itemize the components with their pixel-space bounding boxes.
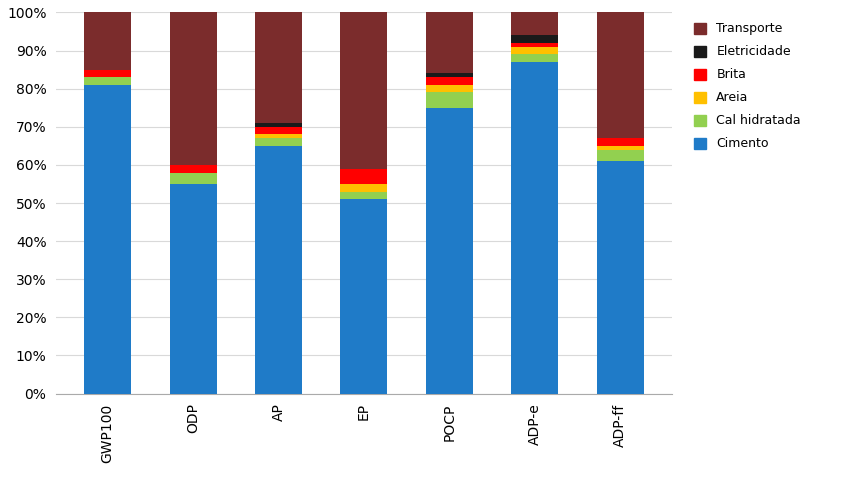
Bar: [426, 12, 473, 73]
Bar: [170, 165, 216, 172]
Bar: [170, 172, 216, 184]
Bar: [340, 184, 387, 192]
Bar: [340, 199, 387, 394]
Bar: [84, 70, 131, 77]
Bar: [426, 77, 473, 85]
Bar: [426, 108, 473, 394]
Bar: [511, 62, 558, 394]
Bar: [597, 138, 644, 146]
Bar: [511, 12, 558, 36]
Bar: [84, 85, 131, 394]
Bar: [511, 54, 558, 62]
Bar: [511, 36, 558, 43]
Bar: [340, 168, 387, 184]
Bar: [84, 12, 131, 70]
Bar: [255, 127, 302, 134]
Bar: [255, 123, 302, 127]
Bar: [511, 43, 558, 47]
Bar: [255, 134, 302, 138]
Bar: [170, 184, 216, 394]
Bar: [597, 150, 644, 161]
Bar: [597, 12, 644, 138]
Bar: [597, 146, 644, 150]
Bar: [511, 47, 558, 54]
Bar: [340, 192, 387, 199]
Bar: [426, 93, 473, 108]
Bar: [426, 73, 473, 77]
Bar: [340, 12, 387, 168]
Legend: Transporte, Eletricidade, Brita, Areia, Cal hidratada, Cimento: Transporte, Eletricidade, Brita, Areia, …: [691, 19, 805, 154]
Bar: [170, 12, 216, 165]
Bar: [597, 161, 644, 394]
Bar: [255, 12, 302, 123]
Bar: [426, 85, 473, 93]
Bar: [84, 77, 131, 85]
Bar: [255, 146, 302, 394]
Bar: [255, 138, 302, 146]
